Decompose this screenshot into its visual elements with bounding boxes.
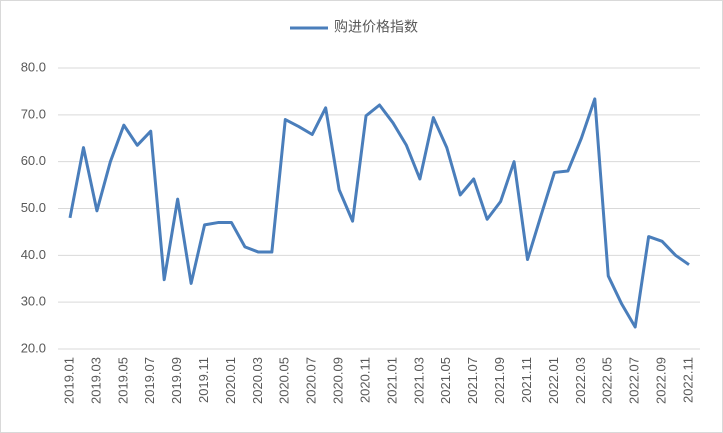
x-tick-label: 2021.09 [492,357,507,404]
x-tick-label: 2021.03 [411,357,426,404]
y-tick-label: 80.0 [21,59,46,74]
y-tick-label: 70.0 [21,106,46,121]
y-tick-label: 30.0 [21,294,46,309]
x-tick-label: 2019.05 [115,357,130,404]
x-tick-label: 2019.03 [88,357,103,404]
x-tick-label: 2022.05 [600,357,615,404]
x-tick-label: 2021.07 [465,357,480,404]
x-tick-label: 2021.01 [384,357,399,404]
x-tick-label: 2019.07 [142,357,157,404]
x-tick-label: 2022.03 [573,357,588,404]
y-tick-label: 20.0 [21,340,46,355]
x-tick-label: 2020.01 [223,357,238,404]
x-tick-label: 2020.09 [331,357,346,404]
x-tick-label: 2020.11 [357,357,372,403]
x-tick-label: 2022.09 [654,357,669,404]
data-line [68,97,690,329]
x-tick-label: 2022.01 [546,357,561,404]
y-tick-label: 60.0 [21,153,46,168]
x-tick-label: 2019.11 [196,357,211,403]
x-tick-label: 2019.09 [169,357,184,404]
x-tick-label: 2022.07 [627,357,642,404]
x-tick-label: 2020.03 [250,357,265,404]
x-tick-label: 2022.11 [680,357,695,403]
x-tick-label: 2019.01 [61,357,76,404]
x-tick-label: 2020.07 [304,357,319,404]
legend-label: 购进价格指数 [334,19,418,35]
y-tick-label: 50.0 [21,200,46,215]
x-tick-label: 2021.05 [438,357,453,404]
x-tick-label: 2021.11 [519,357,534,403]
x-tick-label: 2020.05 [277,357,292,404]
y-tick-label: 40.0 [21,247,46,262]
